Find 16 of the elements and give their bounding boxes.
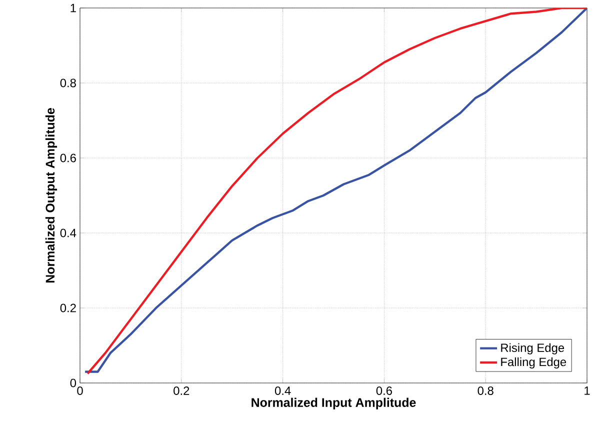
- x-axis-title: Normalized Input Amplitude: [252, 398, 416, 410]
- x-tick-label: 0: [77, 386, 83, 395]
- legend-label: Rising Edge: [501, 343, 564, 354]
- y-tick-label: 0.6: [60, 154, 76, 162]
- y-axis-title: Normalized Output Amplitude: [45, 108, 58, 283]
- x-tick-label: 0.2: [174, 386, 190, 395]
- x-tick-label: 0.4: [274, 386, 291, 395]
- y-tick-label: 0: [70, 378, 76, 388]
- x-tick-label: 0.6: [376, 386, 392, 395]
- legend-label: Falling Edge: [501, 357, 566, 369]
- y-tick-label: 1: [70, 4, 76, 12]
- x-tick-label: 1: [584, 386, 590, 395]
- y-tick-label: 0.4: [60, 228, 76, 238]
- x-tick-label: 0.8: [478, 386, 494, 395]
- y-tick-label: 0.8: [60, 78, 76, 88]
- y-tick-label: 0.2: [60, 304, 76, 312]
